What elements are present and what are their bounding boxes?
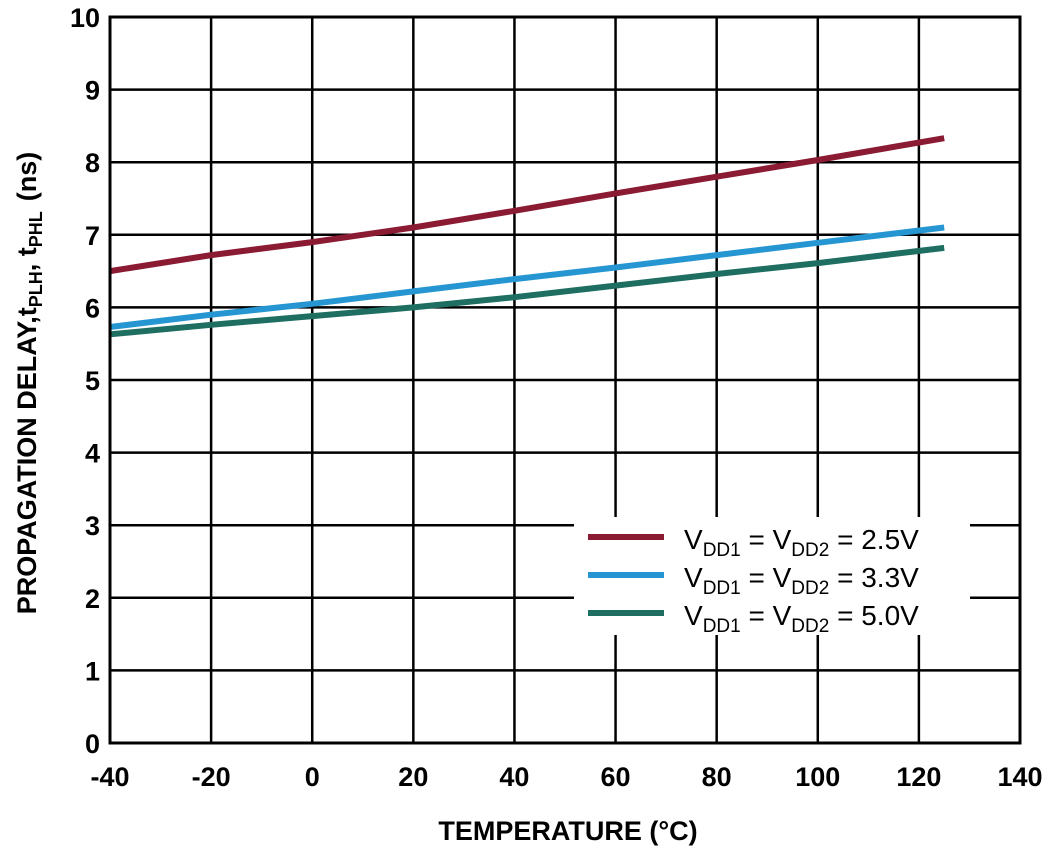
y-tick-label: 3: [85, 511, 100, 541]
y-axis-title-symbol-1: t: [12, 307, 42, 316]
x-axis-title: TEMPERATURE (°C): [438, 816, 697, 846]
x-tick-label: 0: [305, 762, 320, 792]
legend-text-part: V: [684, 600, 703, 631]
legend-text-part: [829, 524, 837, 555]
legend-text-part: = 2.5V: [837, 524, 919, 555]
legend-text-part: = V: [741, 600, 792, 631]
y-axis-title-subscript-1: PLH: [26, 271, 46, 307]
y-tick-label: 7: [85, 221, 100, 251]
y-axis-title-prefix: PROPAGATION DELAY,: [12, 316, 42, 614]
legend-subscript: DD1: [703, 578, 741, 599]
x-tick-label: 100: [795, 762, 840, 792]
y-axis-title-symbol-2: t: [12, 247, 42, 256]
legend-subscript: DD2: [791, 540, 829, 561]
legend-subscript: DD2: [791, 578, 829, 599]
series-line-1: [109, 135, 945, 275]
legend-label-1: VDD1 = VDD2 = 2.5V: [684, 524, 919, 561]
y-tick-label: 9: [85, 76, 100, 106]
legend-label-3: VDD1 = VDD2 = 5.0V: [684, 600, 919, 637]
x-tick-label: 60: [601, 762, 631, 792]
y-tick-labels: 0 1 2 3 4 5 6 7 8 9 10: [70, 3, 100, 759]
y-axis-title-separator: ,: [12, 256, 42, 271]
x-tick-label: 120: [896, 762, 941, 792]
y-tick-label: 8: [85, 148, 100, 178]
series-line-3: [109, 244, 945, 338]
legend-subscript: DD1: [703, 540, 741, 561]
y-tick-label: 10: [70, 3, 100, 33]
legend-text-part: [829, 600, 837, 631]
y-axis-title-subscript-2: PHL: [26, 211, 46, 247]
legend-subscript: DD2: [791, 616, 829, 637]
legend-text-part: = V: [741, 562, 792, 593]
legend-text-part: [829, 562, 837, 593]
x-tick-labels: -40 -20 0 20 40 60 80 100 120 140: [90, 762, 1042, 792]
series-lines: [109, 135, 945, 338]
legend-text-part: V: [684, 524, 703, 555]
plot-frame: [108, 15, 1022, 745]
legend-text-part: = V: [741, 524, 792, 555]
x-tick-label: 140: [997, 762, 1042, 792]
series-line-2: [109, 224, 945, 330]
x-tick-label: 20: [398, 762, 428, 792]
legend-label-2: VDD1 = VDD2 = 3.3V: [684, 562, 919, 599]
y-tick-label: 2: [85, 584, 100, 614]
legend-subscript: DD1: [703, 616, 741, 637]
legend-text-part: = 3.3V: [837, 562, 919, 593]
x-tick-label: 80: [702, 762, 732, 792]
x-tick-label: 40: [499, 762, 529, 792]
y-tick-label: 5: [85, 366, 100, 396]
y-tick-label: 6: [85, 293, 100, 323]
x-tick-label: -40: [90, 762, 129, 792]
y-tick-label: 0: [85, 729, 100, 759]
y-axis-title: PROPAGATION DELAY,tPLH, tPHL(ns): [12, 152, 46, 615]
legend-text-part: = 5.0V: [837, 600, 919, 631]
y-axis-title-unit: (ns): [12, 152, 42, 202]
y-tick-label: 1: [85, 656, 100, 686]
x-tick-label: -20: [192, 762, 231, 792]
y-tick-label: 4: [85, 439, 100, 469]
legend-text-part: V: [684, 562, 703, 593]
